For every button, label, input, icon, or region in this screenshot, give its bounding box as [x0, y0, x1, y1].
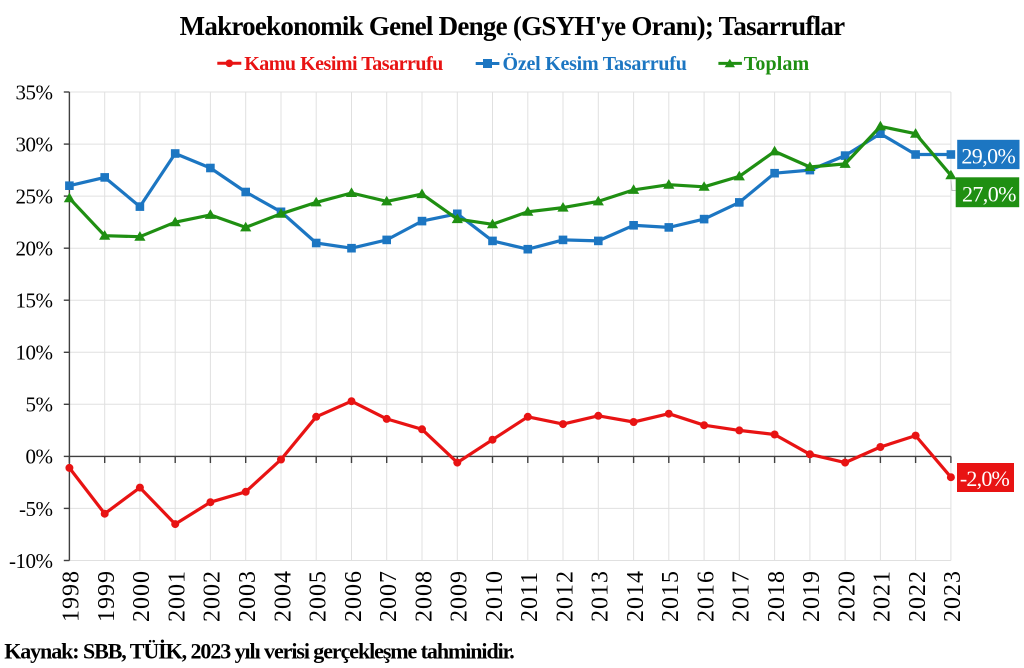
svg-text:2003: 2003 [235, 570, 261, 622]
svg-text:30%: 30% [16, 132, 53, 156]
svg-text:15%: 15% [16, 289, 53, 313]
svg-text:-10%: -10% [9, 549, 53, 573]
svg-text:2002: 2002 [200, 570, 226, 622]
svg-text:2008: 2008 [411, 570, 437, 622]
svg-text:2017: 2017 [729, 570, 755, 622]
svg-text:2012: 2012 [552, 570, 578, 622]
svg-text:2016: 2016 [693, 570, 719, 622]
svg-text:2013: 2013 [588, 570, 614, 622]
svg-text:2022: 2022 [905, 570, 931, 622]
svg-text:2023: 2023 [940, 570, 966, 622]
svg-text:2021: 2021 [870, 570, 896, 622]
svg-text:20%: 20% [16, 237, 53, 261]
svg-text:2005: 2005 [306, 570, 332, 622]
svg-text:5%: 5% [26, 393, 53, 417]
svg-text:-2,0%: -2,0% [960, 466, 1010, 491]
svg-text:2004: 2004 [270, 570, 296, 622]
svg-text:2011: 2011 [517, 571, 543, 622]
svg-text:2007: 2007 [376, 570, 402, 622]
svg-text:2015: 2015 [658, 570, 684, 622]
svg-text:2014: 2014 [623, 570, 649, 622]
svg-text:Özel Kesim Tasarrufu: Özel Kesim Tasarrufu [503, 52, 687, 75]
svg-text:27,0%: 27,0% [962, 182, 1016, 207]
svg-text:35%: 35% [16, 80, 53, 104]
svg-text:2019: 2019 [799, 570, 825, 622]
svg-text:10%: 10% [16, 341, 53, 365]
svg-text:2001: 2001 [165, 570, 191, 622]
svg-text:Kamu Kesimi Tasarrufu: Kamu Kesimi Tasarrufu [244, 53, 443, 75]
svg-text:2006: 2006 [341, 570, 367, 622]
svg-text:1998: 1998 [59, 570, 85, 622]
svg-text:2000: 2000 [129, 570, 155, 622]
svg-text:0%: 0% [26, 445, 53, 469]
svg-text:Kaynak: SBB, TÜİK, 2023 yılı v: Kaynak: SBB, TÜİK, 2023 yılı verisi gerç… [4, 639, 514, 664]
svg-text:2020: 2020 [834, 570, 860, 622]
svg-text:2018: 2018 [764, 570, 790, 622]
svg-text:Toplam: Toplam [744, 53, 810, 75]
svg-text:1999: 1999 [94, 570, 120, 622]
svg-text:Makroekonomik Genel Denge (GSY: Makroekonomik Genel Denge (GSYH'ye Oranı… [180, 11, 845, 41]
svg-text:2010: 2010 [482, 570, 508, 622]
svg-text:29,0%: 29,0% [961, 144, 1015, 169]
svg-text:25%: 25% [16, 184, 53, 208]
svg-text:-5%: -5% [19, 497, 53, 521]
svg-text:2009: 2009 [447, 570, 473, 622]
